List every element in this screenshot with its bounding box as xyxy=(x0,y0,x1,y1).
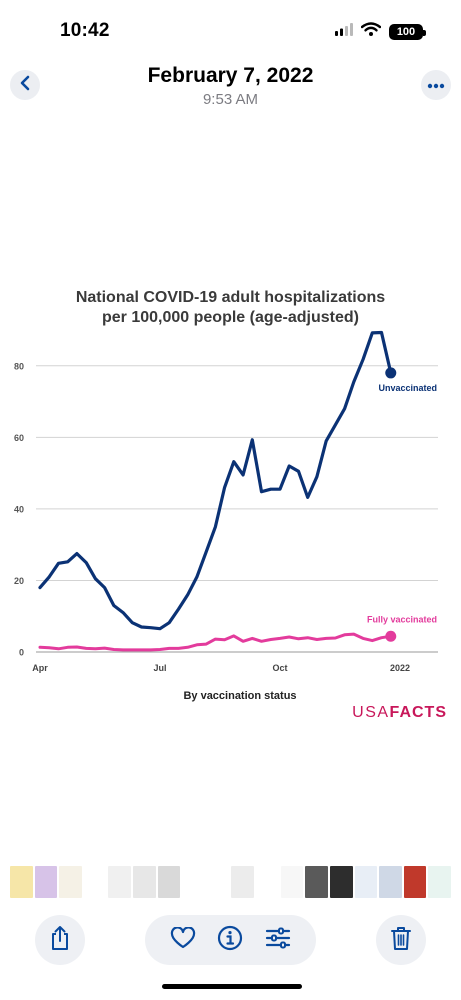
thumbnail[interactable] xyxy=(428,866,451,898)
series-line-unvaccinated xyxy=(38,330,393,631)
thumbnail[interactable] xyxy=(403,866,427,898)
x-axis-label: By vaccination status xyxy=(183,690,296,702)
thumbnail[interactable] xyxy=(231,866,255,898)
heart-icon[interactable] xyxy=(170,925,196,954)
x-tick-label: Apr xyxy=(32,663,48,673)
photo-date: February 7, 2022 xyxy=(147,64,314,87)
x-tick-label: Jul xyxy=(153,663,166,673)
usafacts-logo: USAFACTS xyxy=(352,704,447,722)
series-label-vaccinated: Fully vaccinated xyxy=(367,614,437,624)
more-button[interactable] xyxy=(421,70,451,100)
share-button[interactable] xyxy=(35,915,85,965)
y-tick-label: 60 xyxy=(14,433,24,443)
thumbnail[interactable] xyxy=(34,866,58,898)
status-time: 10:42 xyxy=(60,20,110,41)
share-icon xyxy=(49,925,71,956)
series-line-vaccinated xyxy=(38,632,393,652)
y-tick-label: 80 xyxy=(14,361,24,371)
ellipsis-icon xyxy=(427,76,445,94)
thumbnail[interactable] xyxy=(329,866,353,898)
y-tick-label: 20 xyxy=(14,576,24,586)
y-tick-label: 0 xyxy=(19,648,24,658)
thumbnail[interactable] xyxy=(354,866,378,898)
chart-title-line2: per 100,000 people (age-adjusted) xyxy=(102,309,359,326)
hospitalization-chart: 0 20 40 60 80 Apr Jul Oct 2022 Unvaccinated Full… xyxy=(14,330,438,702)
info-icon[interactable] xyxy=(217,925,243,956)
action-pill xyxy=(145,915,316,965)
series-label-unvaccinated: Unvaccinated xyxy=(378,383,437,393)
x-tick-label: Oct xyxy=(272,663,287,673)
thumbnail[interactable] xyxy=(206,866,230,898)
series-endpoint-unvaccinated xyxy=(385,367,397,379)
y-tick-label: 40 xyxy=(14,504,24,514)
chart-title: National COVID-19 adult hospitalizations… xyxy=(30,288,431,328)
thumbnail[interactable] xyxy=(108,866,132,898)
x-tick-label: 2022 xyxy=(390,663,410,673)
home-indicator xyxy=(162,984,302,989)
chevron-left-icon xyxy=(19,75,31,96)
delete-button[interactable] xyxy=(376,915,426,965)
status-indicators: 100 xyxy=(335,22,426,41)
wifi-icon xyxy=(360,22,382,41)
logo-usa: USA xyxy=(352,704,390,721)
sliders-icon[interactable] xyxy=(265,926,291,955)
series-endpoint-vaccinated xyxy=(385,630,397,642)
back-button[interactable] xyxy=(10,70,40,100)
thumbnail[interactable] xyxy=(157,866,181,898)
thumbnail[interactable] xyxy=(280,866,304,898)
thumbnail[interactable] xyxy=(379,866,402,898)
photo-time: 9:53 AM xyxy=(202,91,259,108)
thumbnail[interactable] xyxy=(59,866,82,898)
thumbnail-strip[interactable] xyxy=(10,866,451,898)
thumbnail[interactable] xyxy=(10,866,33,898)
thumbnail[interactable] xyxy=(133,866,156,898)
battery-indicator: 100 xyxy=(389,23,426,40)
chart-title-line1: National COVID-19 adult hospitalizations xyxy=(75,289,386,306)
logo-facts: FACTS xyxy=(389,704,447,721)
trash-icon xyxy=(390,925,412,956)
thumbnail[interactable] xyxy=(83,866,107,898)
thumbnail[interactable] xyxy=(256,866,279,898)
signal-icon xyxy=(335,22,353,41)
thumbnail[interactable] xyxy=(305,866,328,898)
thumbnail[interactable] xyxy=(182,866,205,898)
